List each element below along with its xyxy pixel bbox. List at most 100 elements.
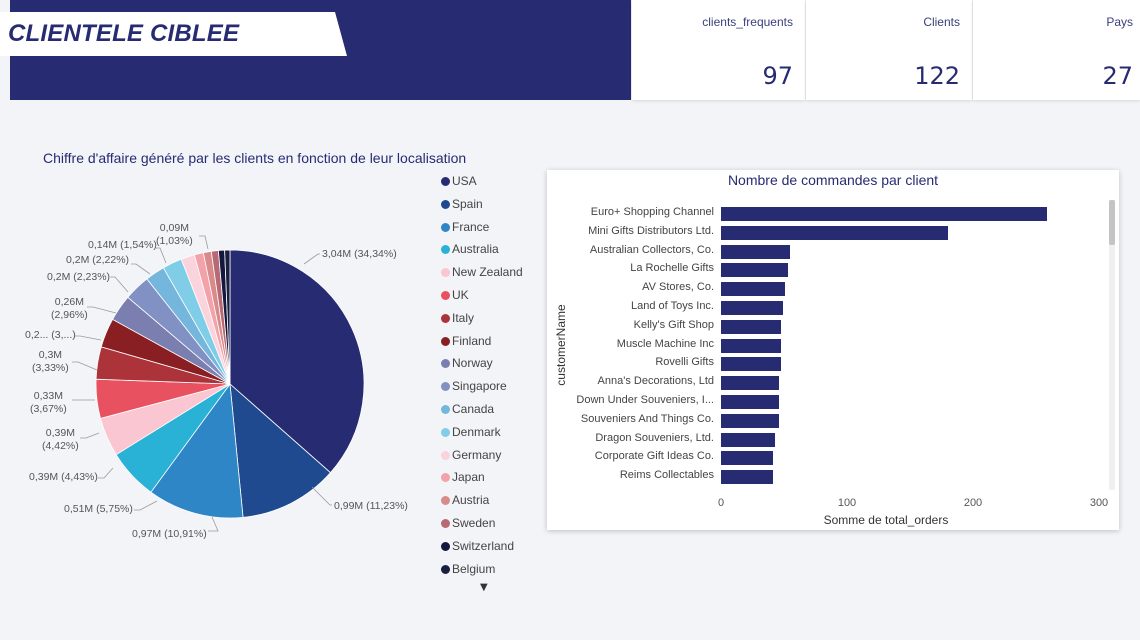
bar-category-label: Rovelli Gifts [655, 356, 714, 369]
bar[interactable] [721, 207, 1048, 221]
legend-label: Australia [452, 242, 499, 257]
legend-item[interactable]: Switzerland [441, 537, 551, 557]
legend-item[interactable]: Finland [441, 332, 551, 352]
legend-label: Germany [452, 447, 502, 462]
bar[interactable] [721, 432, 776, 447]
bar-category-label: Land of Toys Inc. [631, 300, 714, 312]
legend-item[interactable]: New Zealand [441, 263, 551, 283]
bar[interactable] [721, 319, 782, 334]
legend-item[interactable]: Denmark [441, 423, 551, 443]
legend-item[interactable]: Australia [441, 240, 551, 260]
leader-line-singapore [87, 306, 117, 314]
legend-swatch [441, 313, 450, 323]
leader-line-nz [98, 467, 114, 479]
bar-x-tick: 100 [837, 497, 857, 509]
legend-item[interactable]: France [441, 218, 551, 238]
legend-swatch [441, 405, 450, 414]
bar[interactable] [721, 395, 779, 409]
pie-label-finland: 0,3M (3,33%) [32, 349, 69, 374]
bar[interactable] [721, 338, 782, 353]
bar[interactable] [721, 451, 773, 466]
bar-category-label: Euro+ Shopping Channel [590, 206, 714, 218]
pie-label-italy: 0,33M (3,67%) [30, 390, 67, 415]
bar[interactable] [721, 244, 791, 259]
legend-swatch [441, 177, 450, 186]
bar[interactable] [721, 282, 786, 297]
leader-line-australia [134, 500, 158, 511]
legend-item[interactable]: Japan [441, 468, 551, 488]
bar-category-label: Mini Gifts Distributors Ltd. [588, 224, 714, 237]
kpi-card-pays[interactable]: Pays 27 [973, 0, 1140, 100]
pie-label-australia: 0,51M (5,75%) [64, 503, 133, 515]
legend-swatch [441, 564, 450, 574]
pie-label-usa: 3,04M (34,34%) [322, 248, 397, 260]
legend-label: Denmark [452, 424, 501, 439]
pie-label-denmark: 0,2M (2,22%) [66, 254, 130, 266]
legend-item[interactable]: Spain [441, 195, 551, 215]
bar[interactable] [721, 225, 948, 240]
legend-item[interactable]: Sweden [441, 514, 551, 534]
pie-slice-belgium[interactable] [224, 249, 231, 385]
bar[interactable] [721, 263, 788, 278]
bar[interactable] [721, 376, 779, 391]
leader-line-norway [74, 335, 102, 341]
pie-chart[interactable] [0, 200, 540, 620]
bar-category-label: Reims Collectables [619, 469, 714, 482]
bar[interactable] [721, 470, 773, 485]
bar[interactable] [721, 357, 782, 372]
leader-line-japan [199, 235, 209, 250]
legend-label: Switzerland [452, 538, 515, 553]
bar[interactable] [721, 413, 779, 428]
legend-item[interactable]: USA [441, 172, 551, 192]
legend-label: France [452, 219, 490, 234]
leader-line-uk [80, 432, 100, 439]
kpi-card-clients[interactable]: Clients 122 [806, 0, 972, 100]
legend-item[interactable]: Norway [441, 354, 551, 374]
bar-scrollbar-track[interactable] [1109, 200, 1115, 490]
pie-chart-title: Chiffre d'affaire généré par les clients… [43, 150, 467, 166]
pie-slice-usa[interactable] [229, 249, 365, 474]
legend-swatch [441, 222, 450, 232]
bar-x-tick: 200 [963, 497, 983, 509]
kpi-label: Pays [1106, 15, 1133, 29]
bar[interactable] [721, 301, 783, 315]
pie-label-japan: 0,09M (1,03%) [156, 222, 193, 247]
legend-label: Finland [452, 333, 492, 348]
legend-item[interactable]: Singapore [441, 377, 551, 397]
legend-swatch [441, 541, 450, 551]
legend-item[interactable]: Austria [441, 491, 551, 511]
leader-line-germany [156, 247, 167, 264]
bar-chart-title: Nombre de commandes par client [727, 172, 939, 188]
legend-label: Spain [452, 196, 483, 211]
legend-swatch [441, 336, 450, 346]
legend-item[interactable]: Belgium [441, 560, 551, 580]
legend-label: Japan [452, 470, 485, 485]
legend-label: Belgium [452, 561, 496, 576]
bar-category-label: AV Stores, Co. [642, 281, 714, 294]
bar-x-tick: 300 [1089, 497, 1109, 509]
bar-category-label: Australian Collectors, Co. [589, 243, 714, 256]
bar-category-label: Down Under Souveniers, I... [576, 394, 714, 406]
legend-item[interactable]: Canada [441, 400, 551, 420]
legend-scroll-down-icon[interactable]: ▼ [480, 582, 488, 593]
leader-line-usa [303, 253, 320, 265]
pie-label-spain: 0,99M (11,23%) [334, 500, 408, 512]
legend-item[interactable]: Italy [441, 309, 551, 329]
legend-label: UK [452, 288, 469, 302]
legend-item[interactable]: Germany [441, 446, 551, 466]
bar-chart-panel[interactable]: Nombre de commandes par client customerN… [547, 170, 1119, 530]
leader-line-denmark [131, 263, 151, 275]
legend-label: Italy [452, 310, 475, 325]
bar-x-axis-label: Somme de total_orders [823, 513, 949, 527]
bar-y-axis-label: customerName [554, 304, 568, 386]
pie-slice-france[interactable] [150, 382, 244, 519]
legend-swatch [441, 519, 450, 528]
title-tab [0, 12, 347, 56]
bar-scrollbar-thumb[interactable] [1109, 200, 1115, 245]
leader-line-finland [72, 361, 98, 371]
legend-item[interactable]: UK [441, 286, 551, 306]
pie-slice-spain[interactable] [229, 383, 332, 518]
kpi-card-clients-frequents[interactable]: clients_frequents 97 [632, 0, 805, 100]
bar-category-label: Souveniers And Things Co. [580, 412, 714, 425]
leader-line-canada [110, 276, 129, 293]
